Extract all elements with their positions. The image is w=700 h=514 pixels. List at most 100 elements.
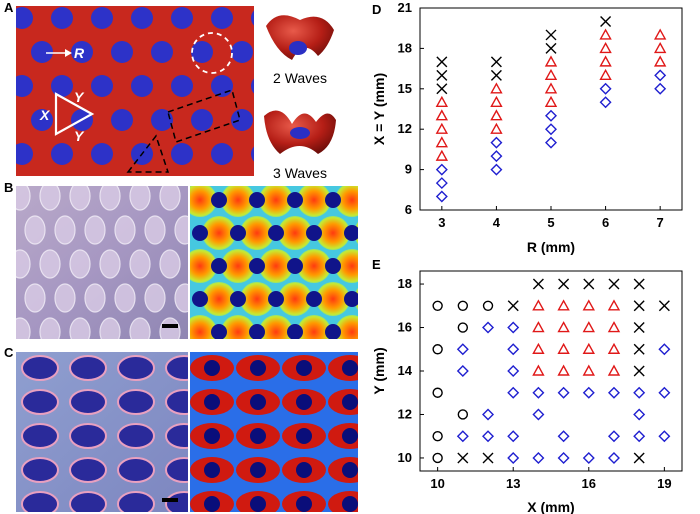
y-tick-label: 12 xyxy=(398,121,412,136)
panel-a-lattice-schematic: R X Y Y xyxy=(16,6,254,176)
triangle-point xyxy=(532,321,545,333)
diamond-point xyxy=(435,190,448,203)
triangle-point xyxy=(435,122,449,134)
sim-hole xyxy=(204,462,220,478)
triangle-point xyxy=(653,28,667,40)
triangle-point xyxy=(582,342,595,354)
cross-point xyxy=(545,42,557,54)
lattice-hole xyxy=(191,109,213,131)
triangle-point xyxy=(490,95,503,107)
diamond-point xyxy=(658,343,671,356)
lattice-hole xyxy=(251,78,254,94)
x-tick-label: 4 xyxy=(493,215,501,230)
sim-hole xyxy=(287,192,303,208)
lattice-hole xyxy=(171,143,193,165)
triangle-point xyxy=(557,364,570,376)
cross-point xyxy=(583,278,595,290)
lattice-hole xyxy=(251,146,254,162)
diamond-point xyxy=(607,430,620,443)
lattice-hole xyxy=(91,75,113,97)
sim-hot-cell xyxy=(335,186,358,217)
lattice-hole xyxy=(211,75,233,97)
diamond-point xyxy=(633,386,646,399)
cross-point xyxy=(490,56,502,68)
radius-arrowhead xyxy=(65,49,72,57)
sim-hole xyxy=(344,291,358,307)
sim-hot-cell xyxy=(259,315,293,339)
photo-cell xyxy=(39,186,61,211)
diamond-point xyxy=(507,321,520,334)
diamond-point xyxy=(658,386,671,399)
circle-point xyxy=(432,344,443,355)
cross-point xyxy=(436,69,448,81)
diamond-point xyxy=(456,365,469,377)
triangle-point xyxy=(607,342,621,354)
lattice-hole xyxy=(91,143,113,165)
sim-hole xyxy=(250,428,266,444)
sim-hot-cell xyxy=(202,282,236,316)
lattice-hole xyxy=(16,143,33,165)
photo-cell xyxy=(39,249,61,279)
sim-hot-cell xyxy=(190,249,217,283)
three-wave-shape xyxy=(264,110,336,154)
triangle-point xyxy=(490,122,503,134)
cross-point xyxy=(482,452,494,464)
photo-cell xyxy=(159,186,181,211)
sim-hole xyxy=(249,324,265,339)
scale-bar xyxy=(162,324,178,328)
triangle-point xyxy=(544,55,558,67)
y-tick-label: 21 xyxy=(398,0,412,15)
sim-hole xyxy=(249,192,265,208)
y-label-upper: Y xyxy=(74,89,85,105)
photo-cell xyxy=(69,355,107,381)
sim-hole xyxy=(306,291,322,307)
diamond-point xyxy=(545,136,557,149)
triangle-point xyxy=(435,109,449,121)
triangle-point xyxy=(490,82,503,94)
cross-point xyxy=(545,29,557,41)
sim-hole xyxy=(342,360,358,376)
circle-point xyxy=(457,300,469,311)
lattice-hole xyxy=(91,7,113,29)
diamond-point xyxy=(532,408,545,421)
diamond-point xyxy=(599,82,612,95)
triangle-point xyxy=(582,299,595,311)
x-tick-label: 3 xyxy=(438,215,445,230)
scale-bar xyxy=(162,498,178,502)
y-tick-label: 18 xyxy=(398,276,412,291)
photo-cell xyxy=(114,283,136,313)
photo-cell xyxy=(174,215,188,245)
chart-e-ylabel: Y (mm) xyxy=(371,347,387,394)
chart-d-xlabel: R (mm) xyxy=(527,239,575,255)
photo-cell xyxy=(99,249,121,279)
photo-cell xyxy=(24,283,46,313)
lattice-hole xyxy=(231,41,253,63)
photo-cell xyxy=(21,423,59,449)
diamond-point xyxy=(490,163,503,176)
photo-cell xyxy=(21,491,59,512)
photo-cell xyxy=(165,491,188,512)
sim-hole xyxy=(287,324,303,339)
cross-point xyxy=(532,278,544,290)
sim-hole xyxy=(325,324,341,339)
photo-cell xyxy=(174,283,188,313)
triangle-point xyxy=(532,364,545,376)
x-tick-label: 19 xyxy=(657,476,671,491)
triangle-point xyxy=(557,299,570,311)
sim-hole xyxy=(342,462,358,478)
sim-hole xyxy=(268,225,284,241)
photo-cell xyxy=(165,423,188,449)
sim-hot-cell xyxy=(259,249,293,283)
triangle-point xyxy=(544,68,558,81)
lattice-triangle xyxy=(54,92,95,136)
cross-point xyxy=(633,322,645,334)
sim-hot-cell xyxy=(297,249,331,283)
triangle-point xyxy=(607,364,621,376)
photo-cell xyxy=(69,491,107,512)
triangle-point xyxy=(582,364,595,376)
sim-hole xyxy=(249,258,265,274)
photo-cell xyxy=(69,457,107,483)
circle-point xyxy=(432,387,443,398)
two-wave-shape xyxy=(266,15,334,60)
diamond-point xyxy=(654,82,667,95)
